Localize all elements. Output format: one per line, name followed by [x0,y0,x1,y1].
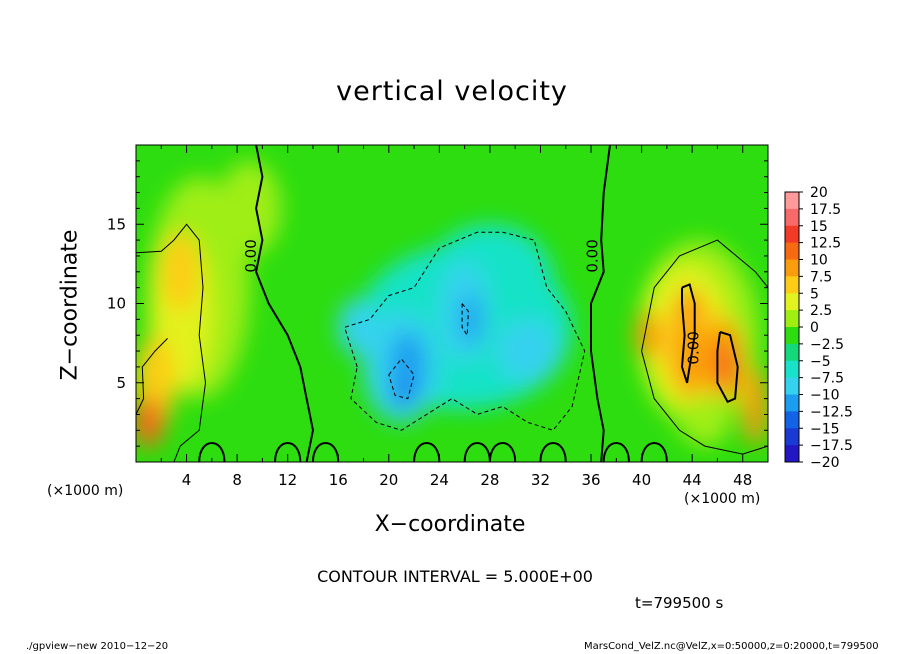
velocity-cell [714,341,738,386]
negative-contour-line [461,303,469,337]
colorbar-label: 10 [810,253,828,269]
colorbar-label: −5 [810,354,831,370]
colorbar-swatch [785,445,799,463]
negative-contour-line [388,358,415,400]
colorbar-label: 15 [810,219,828,235]
chart-title: vertical velocity [336,76,568,107]
colorbar-swatch [785,310,799,328]
contour-line [641,350,768,455]
colorbar-swatch [785,428,799,446]
colorbar-swatch [785,208,799,227]
colorbar-swatch [785,293,799,311]
contour-line [274,442,302,462]
velocity-cell [338,298,377,356]
colorbar-swatch [785,394,799,412]
contour-value-label: 0.00 [242,239,260,272]
colorbar-label: −7.5 [810,371,844,387]
colorbar-label: 7.5 [810,269,832,285]
velocity-cell [393,381,410,407]
contour-line [488,442,517,462]
contour-value-label: 0.00 [583,239,601,272]
x-tick-label: 8 [232,471,242,489]
contour-interval-text: CONTOUR INTERVAL = 5.000E+00 [317,567,593,586]
velocity-cell [136,397,164,448]
colorbar-swatch [785,242,799,260]
x-tick-label: 32 [531,471,550,489]
contour-line [311,442,340,462]
x-tick-label: 20 [379,471,398,489]
velocity-field [136,160,768,448]
contour-line [463,442,491,462]
contour-line [136,338,168,415]
y-tick-label: 5 [116,374,126,392]
x-unit-label-left: (×1000 m) [47,483,124,499]
x-tick-label: 28 [480,471,499,489]
velocity-cell [460,293,482,345]
contour-labels: 0.00 0.00 0.00 [242,239,702,364]
contour-line [641,239,768,352]
colorbar-label: −10 [810,388,840,404]
footer-program-label: ./gpview−new 2010−12−20 [26,641,169,652]
velocity-cell [674,319,705,399]
colorbar-label: 5 [810,286,819,302]
x-axis-label: X−coordinate [374,512,526,537]
time-label: t=799500 s [635,594,724,612]
colorbar-swatch [785,360,799,379]
contour-line [680,283,696,384]
contour-line [413,442,441,462]
colorbar-swatch [785,327,799,345]
x-tick-label: 44 [683,471,702,489]
x-tick-label: 48 [733,471,752,489]
velocity-cell [742,366,768,447]
velocity-cell [679,398,731,447]
x-tick-label: 40 [632,471,651,489]
velocity-cell [496,319,560,383]
colorbar-label: 20 [810,185,828,201]
colorbar-swatch [785,411,799,429]
contour-line [602,442,630,462]
contour-line [640,442,668,462]
colorbar-label: 12.5 [810,236,841,252]
colorbar-swatch [785,377,799,395]
colorbar-label: −20 [810,455,840,471]
colorbar-swatch [785,225,799,244]
contour-lines [136,145,768,462]
x-tick-label: 12 [278,471,297,489]
x-tick-label: 4 [182,471,192,489]
contour-line [136,223,207,462]
colorbar-label: 0 [810,320,819,336]
contour-line [539,442,567,462]
colorbar-label: −15 [810,421,840,437]
x-tick-label: 36 [581,471,600,489]
colorbar: 2017.51512.5107.552.50−2.5−5−7.5−10−12.5… [784,185,853,471]
colorbar-swatch [785,343,799,362]
contour-line [198,442,226,462]
colorbar-label: −17.5 [810,438,853,454]
colorbar-label: 17.5 [810,202,841,218]
contour-line [590,145,611,462]
y-tick-label: 15 [107,215,126,233]
velocity-cell [635,311,661,359]
colorbar-swatch [785,276,799,294]
plot-area [136,145,768,462]
velocity-cell [161,232,200,312]
colorbar-swatch [785,192,799,210]
contour-value-label: 0.00 [684,331,702,364]
contour-line [255,145,315,462]
x-unit-label-right: (×1000 m) [684,491,761,507]
y-tick-label: 10 [107,295,126,313]
colorbar-label: −12.5 [810,404,853,420]
contour-line [716,331,739,404]
colorbar-swatch [785,259,799,277]
velocity-cell [218,160,282,256]
colorbar-label: 2.5 [810,303,832,319]
x-tick-label: 24 [430,471,449,489]
x-tick-label: 16 [329,471,348,489]
footer-source-label: MarsCond_VelZ.nc@VelZ,x=0:50000,z=0:2000… [584,641,879,652]
colorbar-label: −2.5 [810,337,844,353]
negative-contour-line [343,231,586,431]
